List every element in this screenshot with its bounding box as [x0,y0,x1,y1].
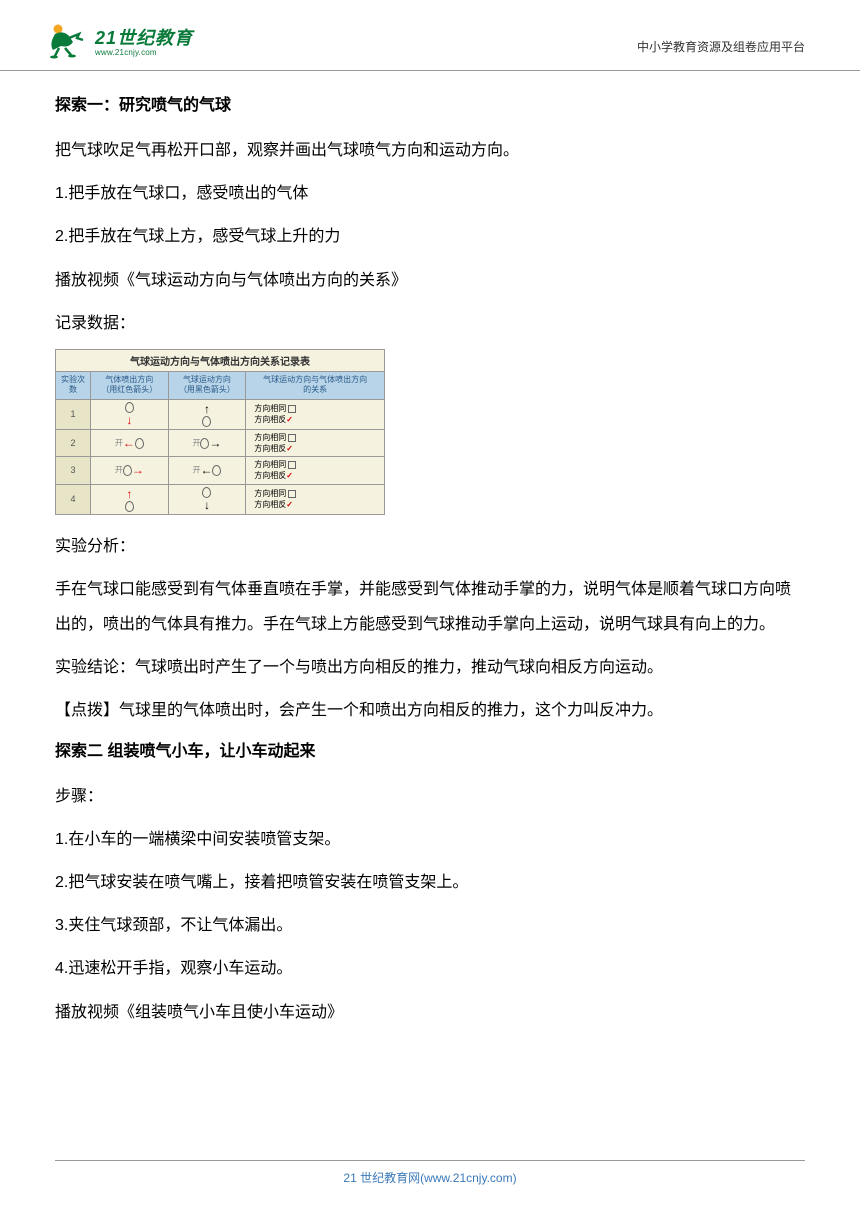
table-title: 气球运动方向与气体喷出方向关系记录表 [56,349,385,371]
th-col3: 气球运动方向（用黑色箭头） [168,371,246,399]
row-num: 3 [56,457,91,484]
table-row: 4 ↑ ↓ 方向相同方向相反✓ [56,484,385,514]
header-right-text: 中小学教育资源及组卷应用平台 [637,38,805,55]
page-footer: 21 世纪教育网(www.21cnjy.com) [0,1152,860,1186]
section1-title: 探索一：研究喷气的气球 [55,91,805,115]
row-num: 2 [56,429,91,456]
row-num: 4 [56,484,91,514]
section2-step4: 4.迅速松开手指，观察小车运动。 [55,951,805,986]
section2-step2: 2.把气球安装在喷气嘴上，接着把喷管安装在喷管支架上。 [55,865,805,900]
row-num: 1 [56,399,91,429]
record-label: 记录数据： [55,306,805,341]
experiment-table: 气球运动方向与气体喷出方向关系记录表 实验次数 气体喷出方向（用红色箭头） 气球… [55,349,385,515]
footer-text: 21 世纪教育网(www.21cnjy.com) [343,1171,516,1185]
result-cell: 方向相同方向相反✓ [246,429,385,456]
th-col4: 气球运动方向与气体喷出方向的关系 [246,371,385,399]
page-header: 21世纪教育 www.21cnjy.com 中小学教育资源及组卷应用平台 [0,0,860,71]
content: 探索一：研究喷气的气球 把气球吹足气再松开口部，观察并画出气球喷气方向和运动方向… [0,91,860,1030]
footer-divider [55,1160,805,1161]
experiment-table-wrap: 气球运动方向与气体喷出方向关系记录表 实验次数 气体喷出方向（用红色箭头） 气球… [55,349,385,515]
logo-title: 21世纪教育 [95,24,193,50]
section2-title: 探索二 组装喷气小车，让小车动起来 [55,737,805,761]
analysis-tip: 【点拨】气球里的气体喷出时，会产生一个和喷出方向相反的推力，这个力叫反冲力。 [55,693,805,728]
red-arrow-cell: ↓ [91,399,169,429]
section1-video: 播放视频《气球运动方向与气体喷出方向的关系》 [55,263,805,298]
analysis-conclusion: 实验结论：气球喷出时产生了一个与喷出方向相反的推力，推动气球向相反方向运动。 [55,650,805,685]
section2-steps-label: 步骤： [55,779,805,814]
red-arrow-cell: ↑ [91,484,169,514]
th-col2: 气体喷出方向（用红色箭头） [91,371,169,399]
result-cell: 方向相同方向相反✓ [246,457,385,484]
table-row: 2 开← 开→ 方向相同方向相反✓ [56,429,385,456]
black-arrow-cell: ↑ [168,399,246,429]
black-arrow-cell: 开→ [168,429,246,456]
section1-step1: 1.把手放在气球口，感受喷出的气体 [55,176,805,211]
table-row: 1 ↓ ↑ 方向相同方向相反✓ [56,399,385,429]
logo-icon [45,20,90,60]
red-arrow-cell: 开← [91,429,169,456]
red-arrow-cell: 开→ [91,457,169,484]
logo-text-wrap: 21世纪教育 www.21cnjy.com [95,24,193,57]
black-arrow-cell: 开← [168,457,246,484]
section2-step1: 1.在小车的一端横梁中间安装喷管支架。 [55,822,805,857]
black-arrow-cell: ↓ [168,484,246,514]
section1-step2: 2.把手放在气球上方，感受气球上升的力 [55,219,805,254]
result-cell: 方向相同方向相反✓ [246,399,385,429]
section1-intro: 把气球吹足气再松开口部，观察并画出气球喷气方向和运动方向。 [55,133,805,168]
section2-video: 播放视频《组装喷气小车且使小车运动》 [55,995,805,1030]
th-col1: 实验次数 [56,371,91,399]
analysis-text: 手在气球口能感受到有气体垂直喷在手掌，并能感受到气体推动手掌的力，说明气体是顺着… [55,572,805,642]
logo: 21世纪教育 www.21cnjy.com [45,20,193,60]
analysis-label: 实验分析： [55,529,805,564]
section2-step3: 3.夹住气球颈部，不让气体漏出。 [55,908,805,943]
result-cell: 方向相同方向相反✓ [246,484,385,514]
table-row: 3 开→ 开← 方向相同方向相反✓ [56,457,385,484]
